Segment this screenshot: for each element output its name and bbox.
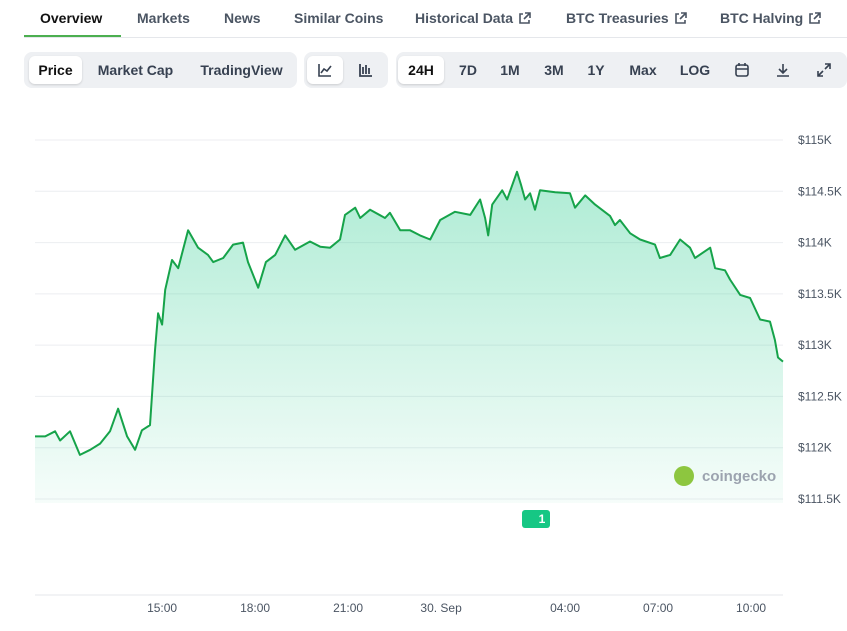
tab-label: BTC Treasuries (566, 10, 669, 26)
fullscreen-button[interactable] (810, 56, 838, 84)
tab-label: News (224, 10, 261, 26)
x-tick-label: 15:00 (147, 601, 177, 615)
tab[interactable]: News (224, 10, 261, 26)
y-tick-label: $111.5K (798, 492, 841, 506)
tab-label: Similar Coins (294, 10, 384, 26)
toolbar-button[interactable]: 24H (398, 56, 444, 84)
toolbar-button[interactable]: TradingView (200, 62, 283, 78)
toolbar-button[interactable]: Max (629, 62, 657, 78)
tab[interactable]: Historical Data (415, 10, 531, 26)
x-tick-label: 30. Sep (420, 601, 462, 615)
tab[interactable]: BTC Halving (720, 10, 822, 26)
price-area (35, 171, 783, 504)
price-line (35, 170, 784, 456)
calendar-button[interactable] (728, 56, 756, 84)
watermark: coingecko (702, 468, 776, 485)
y-tick-label: $113.5K (798, 287, 842, 301)
toolbar-button[interactable]: Price (29, 56, 82, 84)
external-icon (519, 11, 531, 24)
range-group (396, 52, 847, 88)
tab-label: Historical Data (415, 10, 514, 26)
x-tick-label: 10:00 (736, 601, 766, 615)
tab[interactable]: BTC Treasuries (566, 10, 687, 26)
tab[interactable]: Overview (40, 10, 102, 26)
external-icon (809, 11, 822, 24)
tab-label: Markets (137, 10, 190, 26)
download-button[interactable] (769, 56, 797, 84)
toolbar-button[interactable]: 7D (459, 62, 477, 78)
x-tick-label: 18:00 (240, 601, 270, 615)
tab-label: BTC Halving (720, 10, 804, 26)
tab-label: Overview (40, 10, 103, 26)
x-tick-label: 21:00 (333, 601, 363, 615)
y-tick-label: $112.5K (798, 389, 842, 403)
toolbar-button[interactable]: 1M (500, 62, 520, 78)
tab[interactable]: Similar Coins (294, 10, 383, 26)
x-tick-label: 07:00 (643, 601, 673, 615)
toolbar-button[interactable]: Market Cap (97, 62, 174, 78)
x-tick-label: 04:00 (550, 601, 580, 615)
toolbar-button[interactable]: LOG (679, 62, 711, 78)
event-marker[interactable] (522, 510, 550, 528)
tab-underline (24, 35, 121, 37)
toolbar-button[interactable]: 1Y (587, 62, 605, 78)
candle-chart-button[interactable] (348, 56, 384, 84)
line-chart-button[interactable] (307, 56, 343, 84)
y-tick-label: $114.5K (798, 184, 842, 198)
tab[interactable]: Markets (137, 10, 190, 26)
toolbar-button[interactable]: 3M (544, 62, 564, 78)
external-icon (674, 11, 687, 24)
event-marker-count: 1 (539, 512, 546, 526)
tab-divider (24, 37, 847, 38)
y-tick-label: $114K (798, 236, 832, 250)
y-tick-label: $115K (798, 133, 832, 147)
y-tick-label: $113K (798, 338, 832, 352)
watermark-logo (674, 466, 694, 486)
y-tick-label: $112K (798, 441, 832, 455)
